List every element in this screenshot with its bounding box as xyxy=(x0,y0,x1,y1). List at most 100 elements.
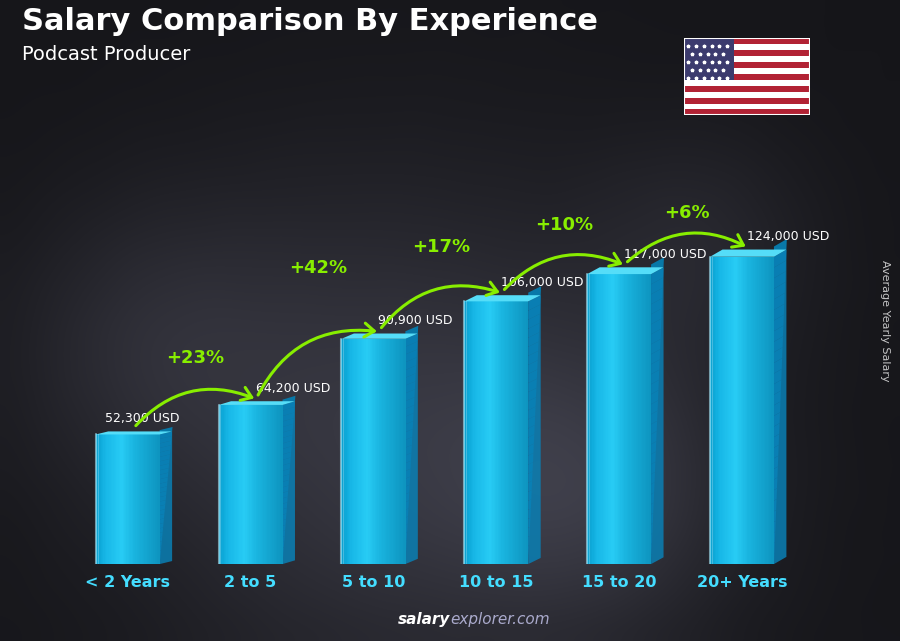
Bar xyxy=(98,435,100,564)
Bar xyxy=(143,435,145,564)
Polygon shape xyxy=(405,517,408,525)
Bar xyxy=(228,405,230,564)
Bar xyxy=(233,405,234,564)
Bar xyxy=(243,405,245,564)
Polygon shape xyxy=(528,537,529,546)
Text: 64,200 USD: 64,200 USD xyxy=(256,381,330,395)
Polygon shape xyxy=(283,458,291,465)
Polygon shape xyxy=(405,533,407,541)
Polygon shape xyxy=(405,381,415,393)
Polygon shape xyxy=(159,519,164,524)
Bar xyxy=(753,257,755,564)
Bar xyxy=(244,405,246,564)
Polygon shape xyxy=(528,296,541,310)
Polygon shape xyxy=(405,397,414,409)
Bar xyxy=(631,274,632,564)
Polygon shape xyxy=(95,431,172,435)
Bar xyxy=(137,435,139,564)
FancyArrowPatch shape xyxy=(504,253,620,290)
Polygon shape xyxy=(774,413,780,426)
Bar xyxy=(629,274,631,564)
Bar xyxy=(684,62,810,68)
Polygon shape xyxy=(528,314,540,329)
Bar xyxy=(647,274,649,564)
Polygon shape xyxy=(159,441,171,448)
Bar xyxy=(140,435,142,564)
Text: Salary Comparison By Experience: Salary Comparison By Experience xyxy=(22,7,598,36)
Polygon shape xyxy=(159,500,166,506)
Polygon shape xyxy=(405,469,410,479)
Bar xyxy=(346,339,348,564)
Bar xyxy=(613,274,615,564)
Bar xyxy=(104,435,105,564)
Bar xyxy=(386,339,388,564)
Bar xyxy=(270,405,271,564)
Polygon shape xyxy=(283,519,286,526)
Polygon shape xyxy=(283,525,285,531)
Polygon shape xyxy=(283,542,284,547)
Bar xyxy=(401,339,403,564)
Bar xyxy=(634,274,636,564)
Bar xyxy=(507,301,508,564)
Polygon shape xyxy=(528,435,535,446)
Bar xyxy=(626,274,628,564)
Bar xyxy=(230,405,231,564)
Polygon shape xyxy=(651,380,659,394)
Bar xyxy=(134,435,136,564)
Bar xyxy=(522,301,524,564)
Polygon shape xyxy=(159,463,169,470)
Bar xyxy=(766,257,768,564)
Polygon shape xyxy=(651,349,660,364)
Bar xyxy=(591,274,592,564)
Polygon shape xyxy=(405,477,410,487)
Bar xyxy=(737,257,738,564)
Bar xyxy=(221,405,222,564)
Bar xyxy=(598,274,600,564)
Bar xyxy=(587,274,589,564)
Bar xyxy=(359,339,361,564)
Polygon shape xyxy=(405,461,411,471)
Bar xyxy=(726,257,728,564)
Bar xyxy=(684,56,810,62)
Polygon shape xyxy=(528,360,537,374)
Bar xyxy=(496,301,498,564)
Bar xyxy=(281,405,283,564)
Bar xyxy=(128,435,130,564)
Polygon shape xyxy=(774,347,782,363)
Bar xyxy=(365,339,367,564)
Text: 124,000 USD: 124,000 USD xyxy=(747,230,830,243)
Bar xyxy=(476,301,477,564)
Polygon shape xyxy=(283,480,289,487)
Polygon shape xyxy=(159,436,172,444)
Polygon shape xyxy=(283,531,285,537)
Polygon shape xyxy=(651,534,652,544)
Bar xyxy=(762,257,764,564)
Bar xyxy=(755,257,756,564)
Polygon shape xyxy=(774,380,781,394)
Bar xyxy=(256,405,257,564)
Bar xyxy=(509,301,510,564)
Bar xyxy=(620,274,622,564)
Bar xyxy=(732,257,733,564)
Bar xyxy=(750,257,751,564)
Polygon shape xyxy=(651,370,659,384)
Polygon shape xyxy=(283,429,293,438)
Bar xyxy=(133,435,134,564)
Polygon shape xyxy=(405,540,407,549)
Text: Podcast Producer: Podcast Producer xyxy=(22,45,191,64)
Polygon shape xyxy=(651,524,652,534)
Text: +17%: +17% xyxy=(412,238,470,256)
Polygon shape xyxy=(159,473,168,479)
Polygon shape xyxy=(405,437,412,447)
Polygon shape xyxy=(774,283,785,299)
Bar xyxy=(240,405,242,564)
Polygon shape xyxy=(283,486,289,493)
Bar xyxy=(370,339,371,564)
Polygon shape xyxy=(774,478,778,490)
Polygon shape xyxy=(283,401,295,410)
Bar xyxy=(148,435,149,564)
Polygon shape xyxy=(283,463,290,470)
Polygon shape xyxy=(774,488,777,501)
Polygon shape xyxy=(283,513,286,520)
Polygon shape xyxy=(528,407,536,419)
